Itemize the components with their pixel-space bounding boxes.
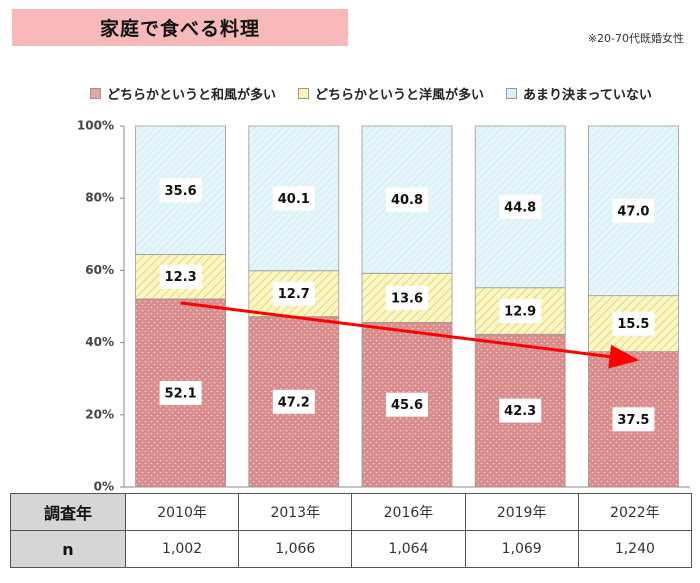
data-label: 12.9 xyxy=(504,305,536,320)
data-label-box xyxy=(612,198,655,223)
y-tick-label: 100% xyxy=(77,119,114,133)
y-tick-label: 80% xyxy=(85,191,114,205)
data-label-box xyxy=(159,178,202,203)
data-label-box xyxy=(386,187,428,212)
data-label-box xyxy=(159,264,202,289)
y-tick-label: 60% xyxy=(85,263,114,277)
data-label: 13.6 xyxy=(391,291,423,306)
table-cell-n: 1,069 xyxy=(464,530,579,568)
y-tick-label: 20% xyxy=(85,407,114,421)
title-banner: 家庭で食べる料理 xyxy=(12,9,348,46)
table-cell-year: 2016年 xyxy=(351,493,466,531)
data-label: 12.3 xyxy=(165,270,197,285)
data-label: 37.5 xyxy=(617,413,649,428)
row-header-n: n xyxy=(10,530,126,568)
data-label: 40.8 xyxy=(391,193,423,208)
data-label: 44.8 xyxy=(504,200,536,215)
data-label-box xyxy=(612,407,655,432)
legend-swatch-yofu xyxy=(298,88,310,99)
legend-swatch-wafu xyxy=(90,88,101,99)
data-label-box xyxy=(272,186,315,211)
table-cell-year: 2013年 xyxy=(238,493,353,531)
legend-label-undecided: あまり決まっていない xyxy=(523,88,652,103)
table-row-n: n 1,002 1,066 1,064 1,069 1,240 xyxy=(10,530,693,568)
table-cell-n: 1,064 xyxy=(351,530,466,568)
data-label-box xyxy=(386,285,428,310)
table-cell-n: 1,066 xyxy=(238,530,353,568)
data-label: 47.2 xyxy=(278,395,310,410)
data-label: 40.1 xyxy=(278,192,310,207)
data-label-box xyxy=(272,281,315,306)
table-cell-n: 1,240 xyxy=(577,530,693,568)
data-label: 42.3 xyxy=(504,404,536,419)
legend-item-wafu: どちらかというと和風が多い xyxy=(90,84,276,103)
data-label-box xyxy=(612,311,655,336)
data-label-box xyxy=(499,299,542,324)
table-cell-year: 2010年 xyxy=(124,493,240,531)
row-header-year: 調査年 xyxy=(10,493,126,531)
data-label: 35.6 xyxy=(165,184,197,199)
legend-swatch-undecided xyxy=(506,88,518,99)
legend: どちらかというと和風が多い どちらかというと洋風が多い あまり決まっていない xyxy=(90,84,652,103)
sample-note: ※20-70代既婚女性 xyxy=(587,32,684,45)
table-cell-year: 2022年 xyxy=(577,493,693,531)
chart-title: 家庭で食べる料理 xyxy=(99,18,260,40)
data-label: 47.0 xyxy=(617,204,649,219)
bar-segment-wafu xyxy=(248,316,340,488)
data-label-box xyxy=(159,380,202,405)
y-tick-label: 0% xyxy=(94,480,114,494)
table-cell-year: 2019年 xyxy=(464,493,579,531)
legend-label-wafu: どちらかというと和風が多い xyxy=(107,88,277,103)
data-label: 15.5 xyxy=(617,317,649,332)
data-label-box xyxy=(272,389,315,414)
data-label: 12.7 xyxy=(278,287,310,302)
data-label-box xyxy=(386,392,428,417)
legend-item-undecided: あまり決まっていない xyxy=(506,84,652,103)
data-label: 45.6 xyxy=(391,398,423,413)
data-label-box xyxy=(499,194,542,219)
data-label-box xyxy=(499,398,542,423)
legend-label-yofu: どちらかというと洋風が多い xyxy=(315,88,485,103)
y-tick-label: 40% xyxy=(85,335,114,349)
table-row-year: 調査年 2010年 2013年 2016年 2019年 2022年 xyxy=(10,493,693,531)
trend-arrow xyxy=(180,301,640,369)
legend-item-yofu: どちらかというと洋風が多い xyxy=(298,84,484,103)
table-cell-n: 1,002 xyxy=(124,530,240,568)
survey-table: 調査年 2010年 2013年 2016年 2019年 2022年 n 1,00… xyxy=(10,493,693,568)
data-label: 52.1 xyxy=(165,386,197,401)
